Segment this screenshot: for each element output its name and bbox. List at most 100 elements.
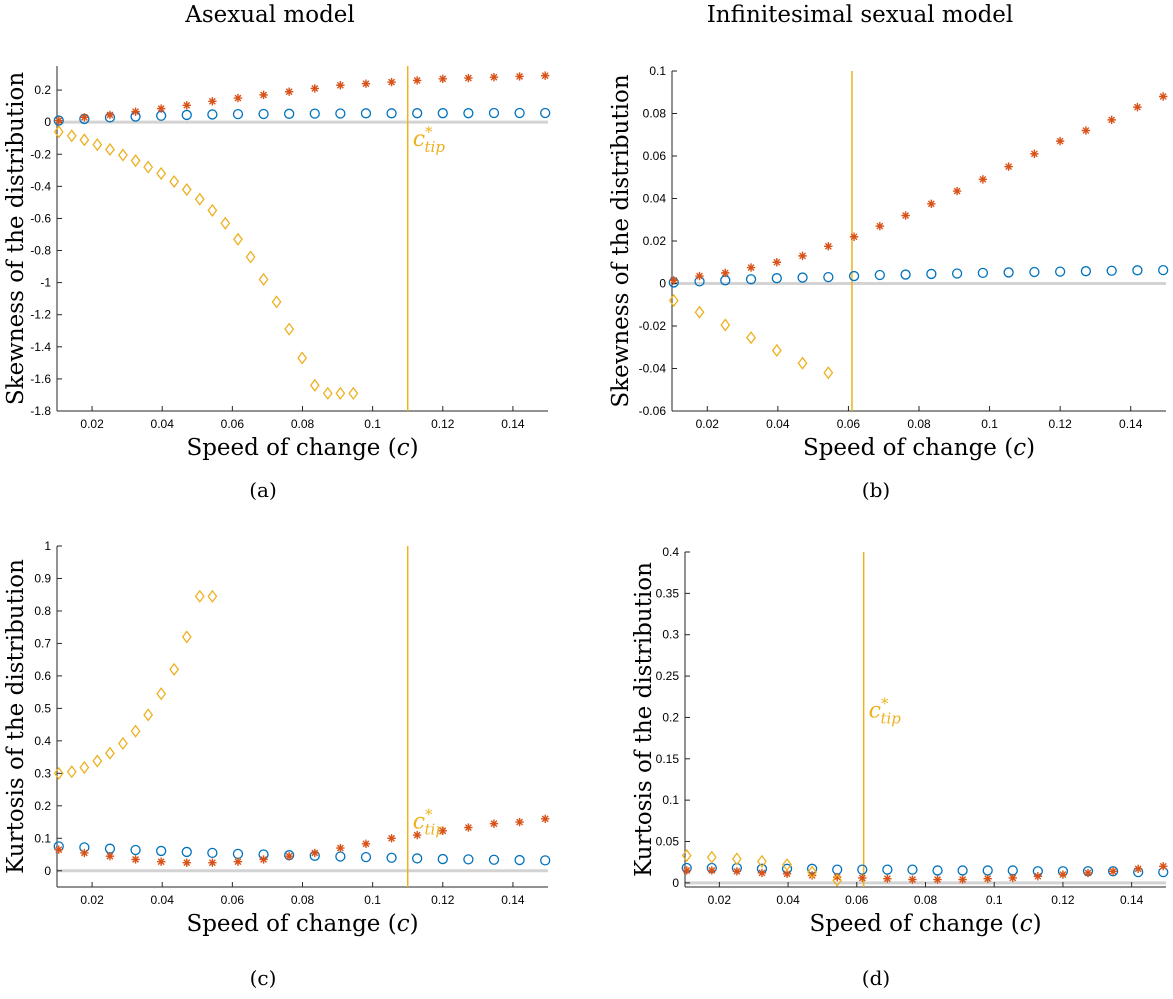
panel-label: (d) [862,966,890,990]
x-tick-label: 0.1 [986,893,1003,907]
column-title-sexual: Infinitesimal sexual model [707,2,1014,28]
point-star [682,866,691,875]
point-diamond [117,736,128,751]
y-axis-label: Skewness of the distribution [608,74,634,407]
point-star [978,175,988,184]
point-circle [982,865,993,876]
point-diamond [79,133,90,147]
point-star [336,81,345,90]
panel-a: 0.02 0.04 0.06 0.08 0.1 0.12 0.14 0.2 0 -0.2 -0.4 -… [3,66,551,502]
point-star [464,73,473,83]
point-star [772,258,781,267]
y-tick-label: -1.2 [30,308,51,322]
x-tick-label: 0.06 [221,893,245,907]
point-circle [797,272,808,283]
y-tick-label: 0.35 [656,586,680,600]
point-diamond [194,192,205,206]
point-circle [437,853,448,865]
point-star [1108,867,1118,876]
point-diamond [194,589,205,603]
point-star [131,107,140,116]
point-star [284,851,294,861]
point-diamond [207,589,218,603]
point-diamond [105,142,115,157]
y-tick-label: 0.8 [34,604,51,618]
point-circle [848,270,860,282]
x-tick-label: 0.08 [914,893,938,907]
x-tick-label: 0.02 [80,893,104,907]
point-star [182,858,191,867]
point-circle [957,865,968,876]
point-star [540,814,550,823]
point-circle [1054,266,1066,277]
point-circle [232,848,244,860]
x-tick-label: 0.12 [1048,417,1072,431]
x-tick-label: 0.02 [708,893,732,907]
point-circle [926,268,937,280]
point-star [259,855,268,864]
point-circle [907,864,918,875]
point-star [438,826,447,836]
y-tick-label: 0.1 [662,793,679,807]
y-axis-label: Skewness of the distribution [3,72,29,405]
point-diamond [53,125,64,139]
point-star [707,866,716,875]
point-diamond [92,754,103,768]
point-star [933,875,942,884]
point-star [361,79,371,88]
point-circle [514,854,525,866]
point-circle [181,109,192,121]
point-star [438,74,447,84]
point-star [310,848,319,858]
panel-c: 0.02 0.04 0.06 0.08 0.1 0.12 0.14 1 0.9 0.8 0.7 0.6… [3,539,551,990]
point-diamond [348,386,359,400]
point-circle [335,851,346,862]
point-circle [540,107,551,119]
point-diamond [245,250,256,264]
y-tick-label: 0.7 [34,636,51,650]
point-circle [932,865,943,876]
y-tick-label: -0.4 [30,179,51,193]
point-star [883,874,892,883]
y-tick-label: 0.06 [643,149,667,163]
x-tick-label: 0.04 [766,417,790,431]
y-tick-label: 0.25 [656,669,680,683]
x-tick-label: 0.08 [291,893,315,907]
point-diamond [53,766,64,780]
point-diamond [79,760,90,775]
point-star [1055,136,1065,146]
point-circle [284,108,295,119]
x-tick-label: 0.04 [776,893,800,907]
point-star [782,869,792,878]
y-axis-label: Kurtosis of the distribution [631,562,657,877]
point-diamond [694,305,705,319]
point-star [387,77,396,87]
point-star [284,87,294,96]
point-star [908,875,917,884]
point-diamond [156,166,167,181]
point-circle [1007,865,1018,876]
point-circle [882,864,893,875]
point-circle [232,108,244,120]
point-star [515,817,524,827]
y-tick-label: 0.2 [34,83,51,97]
x-tick-label: 0.08 [907,417,931,431]
point-circle [412,853,423,864]
point-diamond [220,216,231,230]
x-axis-label: Speed of change (c) [186,911,418,937]
x-tick-label: 0.12 [431,893,455,907]
y-tick-label: 0.4 [662,545,679,559]
y-tick-label: 0.3 [34,766,51,780]
point-circle [258,108,269,120]
point-star [1107,115,1116,125]
point-circle [335,108,346,119]
x-tick-label: 0.1 [981,417,998,431]
point-star [105,851,115,861]
point-circle [463,854,474,865]
point-circle [156,845,167,857]
point-star [757,868,767,878]
y-tick-label: 0.2 [662,710,679,724]
point-diamond [746,331,756,345]
point-diamond [782,858,792,872]
